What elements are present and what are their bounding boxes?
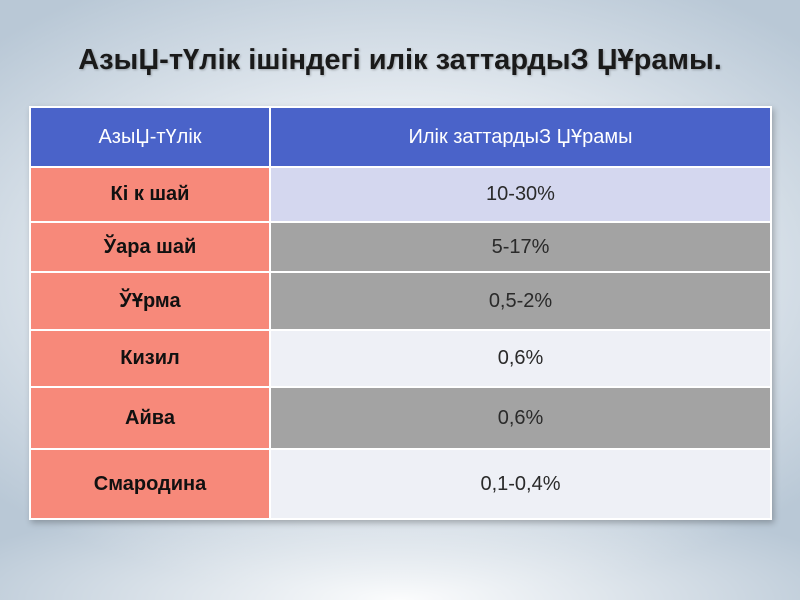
row-name-cell: ЎҰрма <box>29 271 271 331</box>
row-name-cell: Кі к шай <box>29 166 271 223</box>
slide-title: АзыЏ-тҮлік ішіндегі илік заттардыЗ ЏҰрам… <box>78 44 722 76</box>
row-name-cell: Смародина <box>29 448 271 520</box>
row-value-cell: 10-30% <box>269 166 772 223</box>
column-header-food: АзыЏ-тҮлік <box>29 106 271 168</box>
table-row: Смародина 0,1-0,4% <box>29 448 772 520</box>
table-row: Айва 0,6% <box>29 386 772 450</box>
row-value-cell: 0,5-2% <box>269 271 772 331</box>
row-value-cell: 0,1-0,4% <box>269 448 772 520</box>
row-name-cell: Кизил <box>29 329 271 388</box>
column-header-content: Илік заттардыЗ ЏҰрамы <box>269 106 772 168</box>
table-row: ЎҰрма 0,5-2% <box>29 271 772 331</box>
table-row: Кизил 0,6% <box>29 329 772 388</box>
row-value-cell: 0,6% <box>269 386 772 450</box>
data-table: АзыЏ-тҮлік Илік заттардыЗ ЏҰрамы Кі к ша… <box>29 106 772 520</box>
row-value-cell: 5-17% <box>269 221 772 273</box>
row-value-cell: 0,6% <box>269 329 772 388</box>
row-name-cell: Ўара шай <box>29 221 271 273</box>
table-row: Ўара шай 5-17% <box>29 221 772 273</box>
table-row: Кі к шай 10-30% <box>29 166 772 223</box>
table-header-row: АзыЏ-тҮлік Илік заттардыЗ ЏҰрамы <box>29 106 772 168</box>
row-name-cell: Айва <box>29 386 271 450</box>
